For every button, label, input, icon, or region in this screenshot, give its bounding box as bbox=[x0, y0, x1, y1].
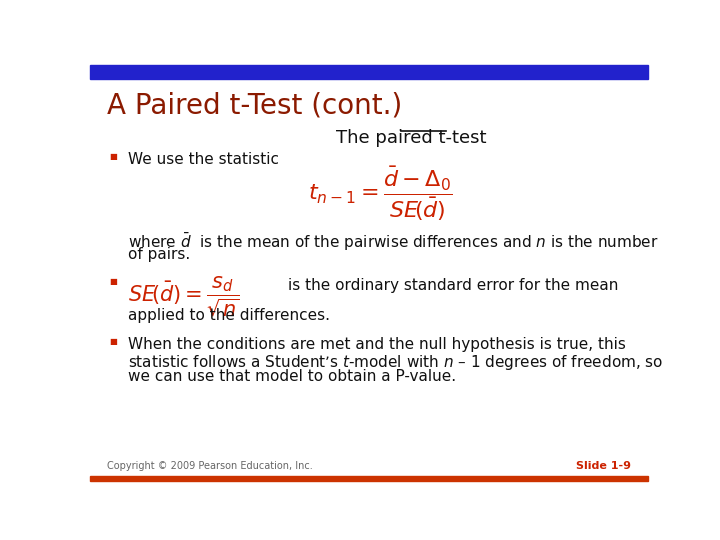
Text: Slide 1-9: Slide 1-9 bbox=[576, 461, 631, 471]
Text: $SE\!\left(\bar{d}\right) = \dfrac{s_d}{\sqrt{n}}$: $SE\!\left(\bar{d}\right) = \dfrac{s_d}{… bbox=[128, 275, 240, 319]
Text: The paired t-test: The paired t-test bbox=[336, 129, 486, 147]
FancyBboxPatch shape bbox=[90, 65, 648, 78]
Text: Copyright © 2009 Pearson Education, Inc.: Copyright © 2009 Pearson Education, Inc. bbox=[107, 461, 312, 471]
Text: A Paired t-Test (cont.): A Paired t-Test (cont.) bbox=[107, 92, 402, 120]
Text: of pairs.: of pairs. bbox=[128, 247, 190, 262]
Text: statistic follows a Student’s $t$-model with $n$ – 1 degrees of freedom, so: statistic follows a Student’s $t$-model … bbox=[128, 353, 663, 372]
Text: ■: ■ bbox=[109, 337, 117, 346]
FancyBboxPatch shape bbox=[90, 476, 648, 481]
Text: $t_{n-1} = \dfrac{\bar{d} - \Delta_0}{SE\!\left(\bar{d}\right)}$: $t_{n-1} = \dfrac{\bar{d} - \Delta_0}{SE… bbox=[307, 165, 453, 223]
Text: where $\bar{d}$  is the mean of the pairwise differences and $n$ is the number: where $\bar{d}$ is the mean of the pairw… bbox=[128, 231, 659, 253]
Text: applied to the differences.: applied to the differences. bbox=[128, 308, 330, 323]
Text: We use the statistic: We use the statistic bbox=[128, 152, 279, 167]
Text: is the ordinary standard error for the mean: is the ordinary standard error for the m… bbox=[288, 278, 618, 293]
Text: When the conditions are met and the null hypothesis is true, this: When the conditions are met and the null… bbox=[128, 337, 626, 352]
Text: ■: ■ bbox=[109, 277, 117, 286]
Text: ■: ■ bbox=[109, 152, 117, 161]
Text: we can use that model to obtain a P-value.: we can use that model to obtain a P-valu… bbox=[128, 369, 456, 384]
